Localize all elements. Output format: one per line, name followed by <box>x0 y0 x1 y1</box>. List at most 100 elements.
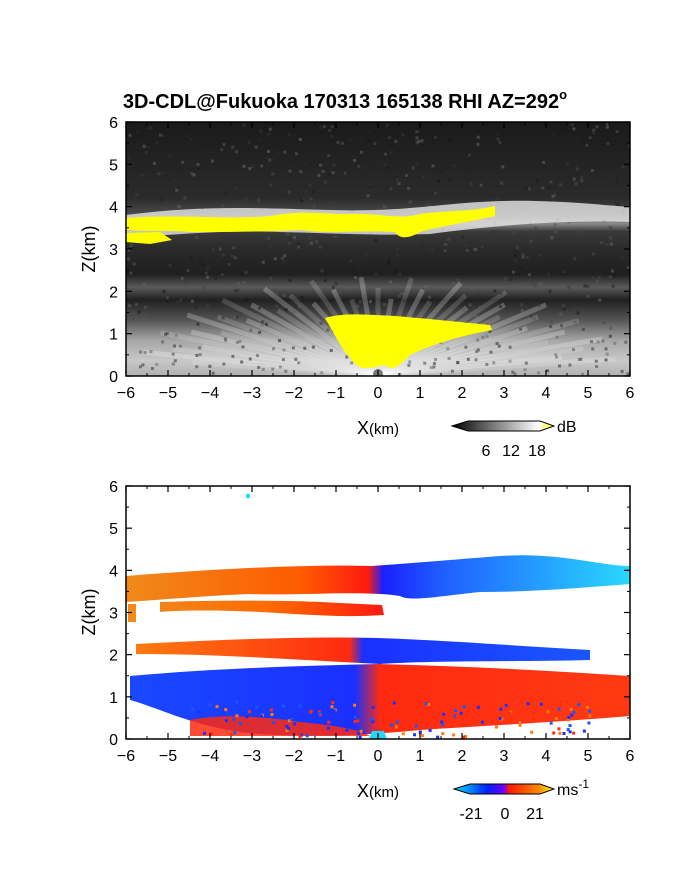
strength-speckle <box>334 282 338 286</box>
strength-speckle <box>520 303 524 307</box>
strength-speckle <box>542 160 546 164</box>
strength-speckle <box>331 171 335 175</box>
strength-speckle <box>464 345 468 349</box>
strength-speckle <box>343 180 347 184</box>
velocity-speckle <box>371 720 375 724</box>
strength-speckle <box>431 164 435 168</box>
strength-speckle <box>312 204 316 208</box>
strength-speckle <box>447 356 451 360</box>
strength-colorbar-tick-18: 18 <box>528 443 546 460</box>
strength-speckle <box>407 363 411 367</box>
strength-speckle <box>336 140 340 144</box>
strength-speckle <box>572 127 576 131</box>
strength-speckle <box>605 166 609 170</box>
strength-speckle <box>362 198 366 202</box>
velocity-speckle <box>566 718 570 722</box>
strength-speckle <box>597 276 601 280</box>
strength-speckle <box>608 334 612 338</box>
strength-speckle <box>288 278 292 282</box>
strength-speckle <box>190 172 194 176</box>
strength-speckle <box>572 348 576 352</box>
velocity-speckle <box>395 710 399 714</box>
strength-speckle <box>513 258 517 262</box>
velocity-speckle <box>272 721 276 725</box>
velocity-speckle <box>248 710 252 714</box>
strength-speckle <box>614 179 618 183</box>
strength-speckle <box>298 304 302 308</box>
strength-speckle <box>586 294 590 298</box>
velocity-speckle <box>356 719 360 723</box>
strength-speckle <box>485 334 489 338</box>
fan-ray <box>377 336 603 376</box>
velocity-speckle <box>453 709 457 713</box>
strength-speckle <box>178 167 182 171</box>
velocity-speckle <box>345 728 349 732</box>
strength-speckle <box>464 244 468 248</box>
strength-speckle <box>300 295 304 299</box>
strength-xtick-label: −4 <box>201 385 219 402</box>
strength-speckle <box>350 361 354 365</box>
velocity-speckle <box>298 704 302 708</box>
strength-speckle <box>287 190 291 194</box>
velocity-speckle <box>565 700 569 704</box>
velocity-speckle <box>327 720 331 724</box>
strength-speckle <box>395 247 399 251</box>
strength-speckle <box>521 251 525 255</box>
velocity-speckle <box>531 717 535 721</box>
velocity-speckle <box>245 715 249 719</box>
strength-speckle <box>174 250 178 254</box>
strength-speckle <box>604 347 608 351</box>
velocity-speckle <box>442 712 446 716</box>
strength-speckle <box>271 189 275 193</box>
strength-speckle <box>294 357 298 361</box>
strength-speckle <box>350 311 354 315</box>
strength-speckle <box>367 130 371 134</box>
strength-speckle <box>323 180 327 184</box>
strength-speckle <box>611 284 615 288</box>
strength-speckle <box>162 290 166 294</box>
strength-speckle <box>309 197 313 201</box>
strength-speckle <box>397 294 401 298</box>
strength-speckle <box>562 307 566 311</box>
strength-xtick-label: 0 <box>374 385 383 402</box>
strength-speckle <box>214 277 218 281</box>
velocity-speckle <box>394 725 398 729</box>
velocity-speckle <box>577 703 581 707</box>
strength-speckle <box>476 338 480 342</box>
strength-speckle <box>319 163 323 167</box>
velocity-speckle <box>582 729 586 733</box>
strength-speckle <box>341 292 345 296</box>
strength-speckle <box>524 361 528 365</box>
fan-ray <box>190 329 379 376</box>
strength-speckle <box>298 299 302 303</box>
strength-speckle <box>137 310 141 314</box>
strength-ytick-label: 6 <box>109 115 118 132</box>
strength-speckle <box>179 344 183 348</box>
strength-speckle <box>525 255 529 259</box>
strength-speckle <box>208 364 212 368</box>
fan-ray <box>186 312 379 376</box>
strength-speckle <box>288 241 292 245</box>
strength-colorbar-tick-6: 6 <box>482 443 491 460</box>
strength-speckle <box>128 304 132 308</box>
strength-speckle <box>180 276 184 280</box>
strength-speckle <box>267 132 271 136</box>
strength-speckle <box>288 169 292 173</box>
strength-speckle <box>566 151 570 155</box>
strength-speckle <box>439 170 443 174</box>
strength-speckle <box>278 365 282 369</box>
strength-speckle <box>222 142 226 146</box>
strength-speckle <box>397 182 401 186</box>
strength-speckle <box>259 129 263 133</box>
strength-speckle <box>257 198 261 202</box>
strength-speckle <box>366 139 370 143</box>
strength-speckle <box>395 178 399 182</box>
strength-speckle <box>273 257 277 261</box>
velocity-speckle <box>233 731 237 735</box>
fan-ray <box>172 346 379 376</box>
velocity-xtick-label: 0 <box>374 748 383 765</box>
velocity-speckle <box>568 730 572 734</box>
strength-speckle <box>175 300 179 304</box>
strength-speckle <box>319 126 323 130</box>
velocity-speckle <box>317 710 321 714</box>
